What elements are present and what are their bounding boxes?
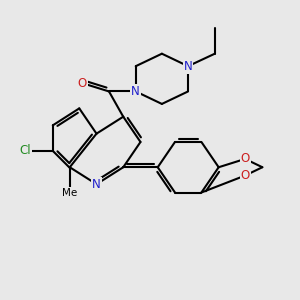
Text: N: N (92, 178, 101, 191)
Text: O: O (241, 169, 250, 182)
Text: O: O (241, 152, 250, 165)
Text: Cl: Cl (20, 144, 31, 158)
Text: Me: Me (62, 188, 77, 198)
Text: O: O (78, 76, 87, 90)
Text: N: N (184, 60, 192, 73)
Text: N: N (131, 85, 140, 98)
